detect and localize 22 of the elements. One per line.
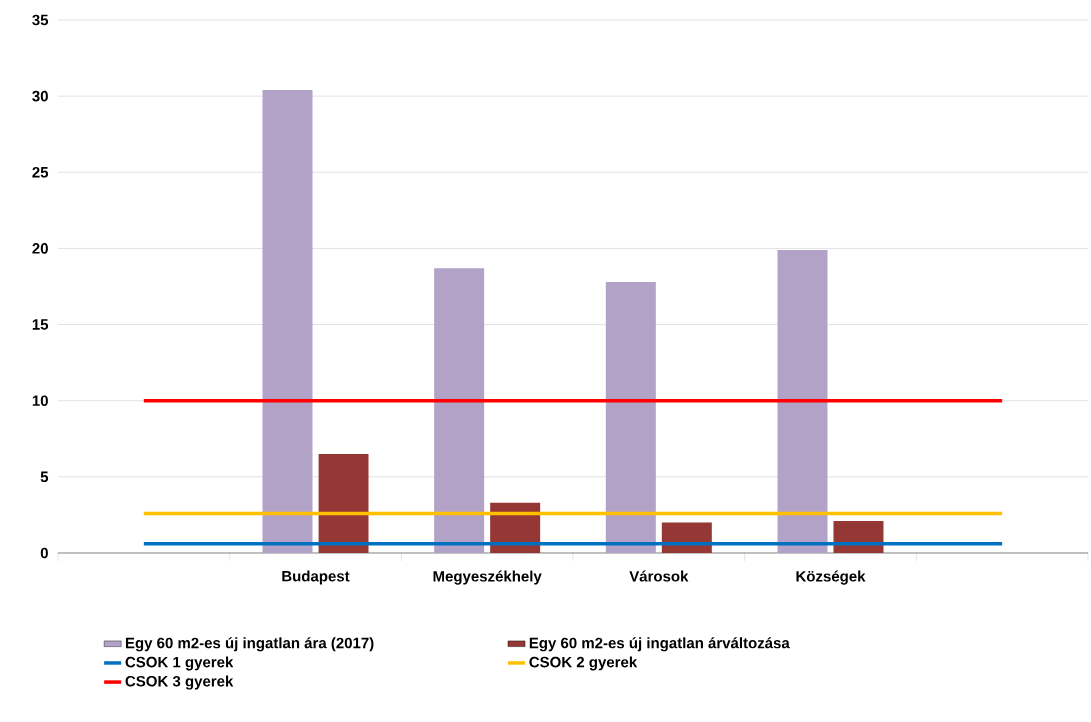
y-tick-label: 10 (32, 395, 48, 407)
y-tick-label: 15 (32, 319, 49, 330)
y-tick-label: 30 (32, 90, 48, 102)
legend-label: Egy 60 m2-es új ingatlan ára (2017) (125, 637, 374, 652)
bar (434, 268, 485, 553)
y-tick-label: 5 (40, 471, 49, 483)
y-tick-label: 35 (32, 14, 49, 26)
x-tick-label: Budapest (282, 570, 350, 585)
bar (605, 281, 656, 553)
legend-label: CSOK 3 gyerek (125, 675, 234, 690)
legend-label: Egy 60 m2-es új ingatlan árváltozása (529, 637, 790, 652)
legend-label: CSOK 2 gyerek (529, 656, 638, 671)
y-tick-label: 25 (32, 166, 49, 178)
bar (262, 90, 313, 553)
y-tick-label: 20 (32, 243, 48, 254)
x-tick-label: Városok (629, 570, 689, 582)
bar (777, 249, 828, 553)
x-tick-label: Községek (796, 570, 866, 585)
y-tick-label: 0 (40, 547, 48, 559)
bar (318, 454, 369, 553)
x-tick-label: Megyeszékhely (433, 570, 542, 585)
legend-label: CSOK 1 gyerek (125, 656, 234, 671)
